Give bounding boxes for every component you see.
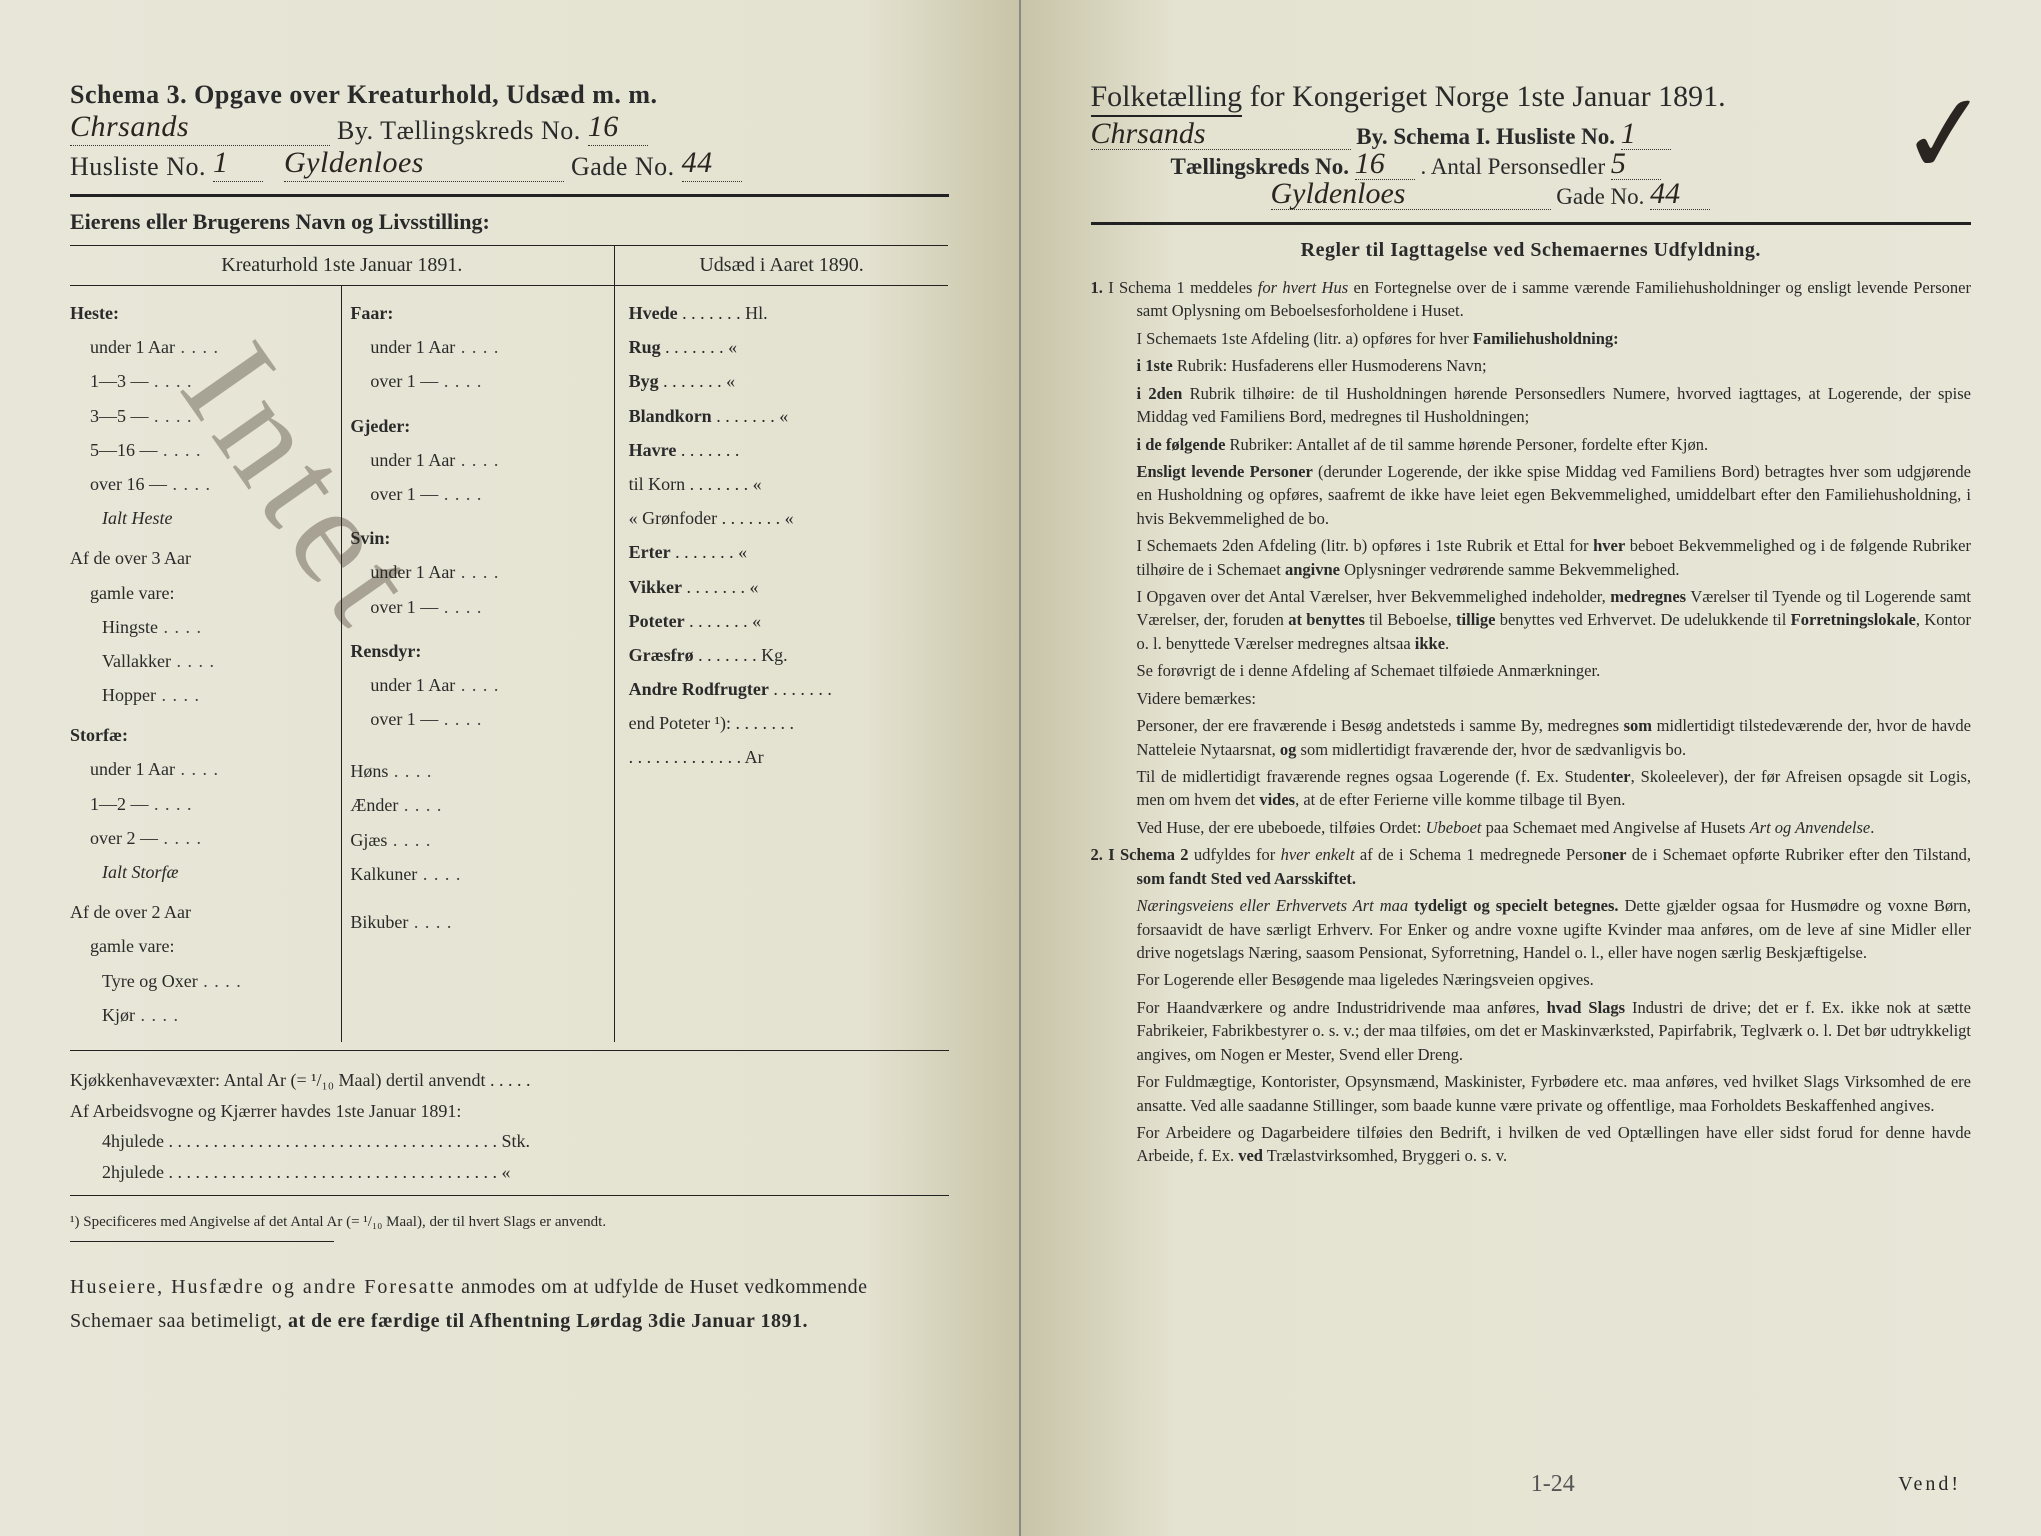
udsaed-row: Vikker . . . . . . . « (629, 570, 949, 604)
udsaed-row: Hvede . . . . . . . Hl. (629, 296, 949, 330)
rule-paragraph: For Fuldmægtige, Kontorister, Opsynsmænd… (1091, 1070, 1972, 1117)
bottom-block: Kjøkkenhavevæxter: Antal Ar (= ¹/₁₀ Maal… (70, 1065, 949, 1187)
form-row: over 1 — (350, 702, 605, 736)
right-gade-line: Gyldenloes Gade No. 44 (1091, 184, 1972, 210)
form-row: Tyre og Oxer (70, 964, 333, 998)
form-row: Kjør (70, 998, 333, 1032)
vend-label: Vend! (1898, 1473, 1961, 1496)
pencil-note: 1-24 (1531, 1471, 1575, 1498)
form-row: over 1 — (350, 590, 605, 624)
udsaed-row: Blandkorn . . . . . . . « (629, 399, 949, 433)
rule-paragraph: For Arbeidere og Dagarbeidere tilføies d… (1091, 1121, 1972, 1168)
rule-paragraph: I Schemaets 1ste Afdeling (litr. a) opfø… (1091, 327, 1972, 350)
rule-paragraph: For Haandværkere og andre Industridriven… (1091, 996, 1972, 1066)
column-b: Faar: under 1 Aarover 1 — Gjeder: under … (342, 286, 614, 1042)
rule-paragraph: Næringsveiens eller Erhvervets Art maa t… (1091, 894, 1972, 964)
form-row: Vallakker (70, 644, 333, 678)
owner-label: Eierens eller Brugerens Navn og Livsstil… (70, 209, 949, 235)
rule-paragraph: i 2den Rubrik tilhøire: de til Husholdni… (1091, 382, 1972, 429)
form-row: over 2 — (70, 821, 333, 855)
udsaed-row: Erter . . . . . . . « (629, 535, 949, 569)
form-row: over 1 — (350, 364, 605, 398)
column-c: Hvede . . . . . . . Hl.Rug . . . . . . .… (615, 286, 949, 1042)
udsaed-row: til Korn . . . . . . . « (629, 467, 949, 501)
column-a: Heste: under 1 Aar1—3 —3—5 —5—16 —over 1… (70, 286, 342, 1042)
husliste-line: Husliste No. 1 Gyldenloes Gade No. 44 (70, 152, 949, 182)
udsaed-row: Byg . . . . . . . « (629, 364, 949, 398)
form-row: over 1 — (350, 477, 605, 511)
schema-title: Schema 3. Opgave over Kreaturhold, Udsæd… (70, 80, 949, 110)
rule-paragraph: Til de midlertidigt fraværende regnes og… (1091, 765, 1972, 812)
kjokken-label: Kjøkkenhavevæxter: Antal Ar (= ¹/₁₀ Maal… (70, 1070, 531, 1090)
form-row: under 1 Aar (70, 752, 333, 786)
rule-paragraph: Ensligt levende Personer (derunder Loger… (1091, 460, 1972, 530)
form-row: 5—16 — (70, 433, 333, 467)
udsaed-row: Græsfrø . . . . . . . Kg. (629, 638, 949, 672)
right-page: ✓ Folketælling for Kongeriget Norge 1ste… (1021, 0, 2041, 1536)
form-row: under 1 Aar (350, 443, 605, 477)
rule-paragraph: 2. I Schema 2 udfyldes for hver enkelt a… (1091, 843, 1972, 890)
rule-paragraph: 1. I Schema 1 meddeles for hvert Hus en … (1091, 276, 1972, 323)
regler-title: Regler til Iagttagelse ved Schemaernes U… (1091, 239, 1972, 262)
checkmark-hand: ✓ (1893, 66, 1996, 203)
rule-paragraph: i de følgende Rubriker: Antallet af de t… (1091, 433, 1972, 456)
rule-paragraph: i 1ste Rubrik: Husfaderens eller Husmode… (1091, 354, 1972, 377)
udsaed-row: Havre . . . . . . . (629, 433, 949, 467)
rule-paragraph: Ved Huse, der ere ubeboede, tilføies Ord… (1091, 816, 1972, 839)
left-page: Schema 3. Opgave over Kreaturhold, Udsæd… (0, 0, 1021, 1536)
right-kreds-line: Tællingskreds No. 16 . Antal Personsedle… (1091, 154, 1972, 180)
form-row: under 1 Aar (70, 330, 333, 364)
form-row: under 1 Aar (350, 555, 605, 589)
form-row: Hingste (70, 610, 333, 644)
udsaed-row: « Grønfoder . . . . . . . « (629, 501, 949, 535)
rule-paragraph: I Schemaets 2den Afdeling (litr. b) opfø… (1091, 534, 1972, 581)
udsaed-row: Poteter . . . . . . . « (629, 604, 949, 638)
closing-text: Huseiere, Husfædre og andre Foresatte an… (70, 1270, 949, 1338)
rule-paragraph: Videre bemærkes: (1091, 687, 1972, 710)
form-body: Intet Heste: under 1 Aar1—3 —3—5 —5—16 —… (70, 286, 949, 1042)
udsaed-row: end Poteter ¹): . . . . . . . (629, 706, 949, 740)
right-city-line: Chrsands By. Schema I. Husliste No. 1 (1091, 124, 1972, 150)
book-spread: Schema 3. Opgave over Kreaturhold, Udsæd… (0, 0, 2041, 1536)
rule-paragraph: For Logerende eller Besøgende maa ligele… (1091, 968, 1972, 991)
form-row: 3—5 — (70, 399, 333, 433)
footnote: ¹) Specificeres med Angivelse af det Ant… (70, 1212, 949, 1233)
rule-paragraph: Personer, der ere fraværende i Besøg and… (1091, 714, 1972, 761)
udsaed-row: Andre Rodfrugter . . . . . . . (629, 672, 949, 706)
form-row: Hopper (70, 678, 333, 712)
right-title: Folketælling for Kongeriget Norge 1ste J… (1091, 80, 1972, 114)
rule-paragraph: I Opgaven over det Antal Værelser, hver … (1091, 585, 1972, 655)
form-row: under 1 Aar (350, 330, 605, 364)
form-row: under 1 Aar (350, 668, 605, 702)
table-header: Kreaturhold 1ste Januar 1891. Udsæd i Aa… (70, 245, 949, 286)
city-line: Chrsands By. Tællingskreds No. 16 (70, 116, 949, 146)
udsaed-row: Rug . . . . . . . « (629, 330, 949, 364)
form-row: over 16 — (70, 467, 333, 501)
form-row: 1—3 — (70, 364, 333, 398)
rules-body: 1. I Schema 1 meddeles for hvert Hus en … (1091, 276, 1972, 1168)
form-row: 1—2 — (70, 787, 333, 821)
udsaed-row: . . . . . . . . . . . . . Ar (629, 740, 949, 774)
rule-paragraph: Se forøvrigt de i denne Afdeling af Sche… (1091, 659, 1972, 682)
